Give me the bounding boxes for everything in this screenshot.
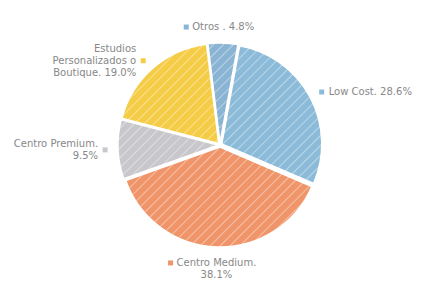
label-marker (141, 58, 146, 63)
chart: Otros . 4.8% Low Cost. 28.6% Centro Medium… (0, 0, 440, 307)
slice-label: Centro Medium.38.1% (177, 257, 257, 280)
label-line: Boutique. 19.0% (53, 67, 136, 78)
slice-label: Low Cost. 28.6% (329, 86, 412, 97)
label-line: 38.1% (201, 269, 233, 280)
label-line: Personalizados o (53, 55, 137, 66)
slices (118, 43, 322, 247)
label-line: Estudios (94, 43, 136, 54)
label-marker (319, 90, 324, 95)
slice-label: Otros . 4.8% (192, 21, 254, 32)
label-line: Centro Premium. (14, 138, 98, 149)
label-marker (168, 260, 173, 265)
label-line: Centro Medium. (177, 257, 257, 268)
label-marker (103, 147, 108, 152)
label-marker (184, 25, 189, 30)
label-line: 9.5% (73, 150, 98, 161)
labels: Otros . 4.8% Low Cost. 28.6% Centro Medium… (14, 21, 412, 280)
slice-label: EstudiosPersonalizados oBoutique. 19.0% (53, 43, 137, 78)
pie-slice (122, 44, 219, 143)
label-line: Low Cost. 28.6% (329, 86, 412, 97)
slice-label: Centro Premium.9.5% (14, 138, 98, 161)
label-line: Otros . 4.8% (192, 21, 254, 32)
slice-hatch (122, 44, 219, 143)
